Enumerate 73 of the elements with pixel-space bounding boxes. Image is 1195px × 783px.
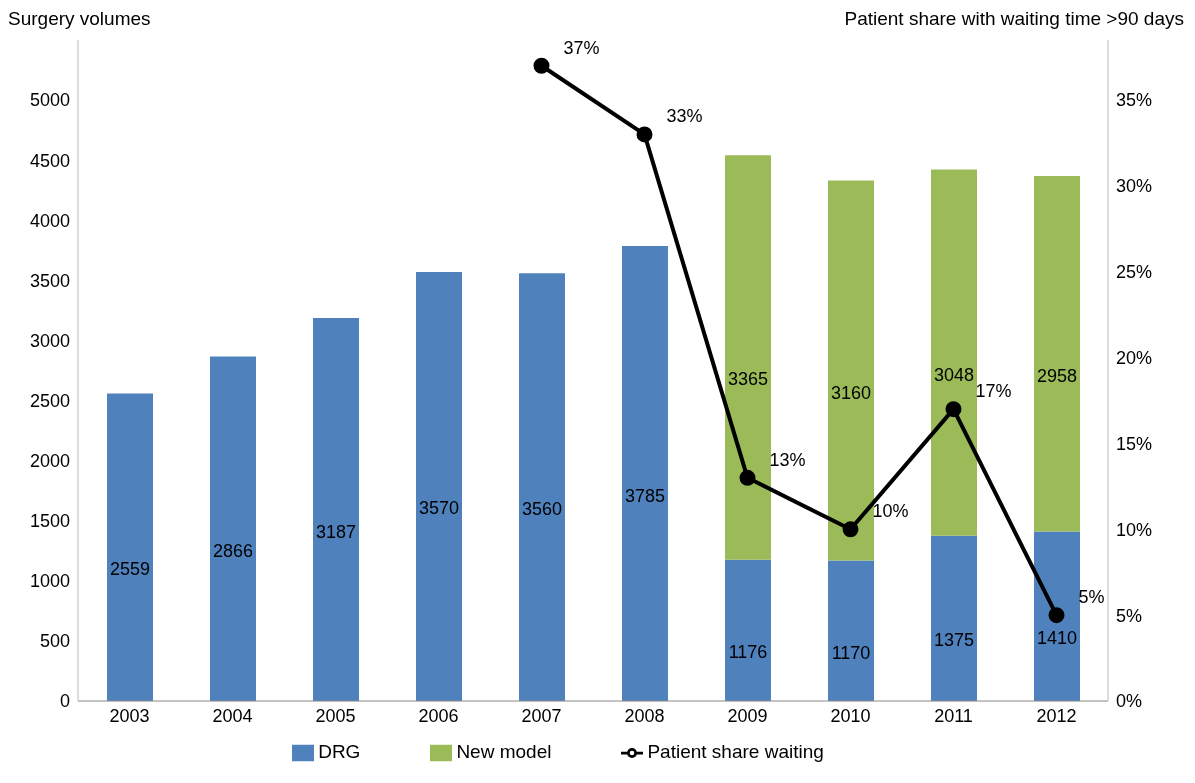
x-tick-label: 2003 <box>109 705 150 726</box>
bar <box>313 317 359 702</box>
data-label: 3785 <box>624 485 666 506</box>
y2-tick-label: 15% <box>1116 433 1153 454</box>
y-tick-label: 4500 <box>29 150 70 171</box>
x-tick-label: 2004 <box>212 705 253 726</box>
x-tick-label: 2012 <box>1036 705 1077 726</box>
data-label: 17% <box>975 381 1012 402</box>
bar <box>931 169 977 536</box>
data-label: 2559 <box>109 559 151 580</box>
data-label: 3187 <box>315 521 357 542</box>
data-label: 1375 <box>933 630 975 651</box>
data-label: 33% <box>666 106 703 127</box>
x-tick-label: 2005 <box>315 705 356 726</box>
data-label: 3160 <box>830 382 872 403</box>
y2-tick-label: 25% <box>1116 262 1153 283</box>
y-tick-label: 1500 <box>29 511 70 532</box>
legend-label: Patient share waiting <box>647 741 824 763</box>
y2-tick-label: 30% <box>1116 176 1153 197</box>
y-tick-label: 4000 <box>29 210 70 231</box>
bar <box>107 393 153 702</box>
x-tick-label: 2008 <box>624 705 665 726</box>
y2-tick-label: 0% <box>1116 691 1143 712</box>
point <box>945 401 962 418</box>
point <box>636 126 653 143</box>
data-label: 1176 <box>728 642 768 663</box>
y2-tick-label: 10% <box>1116 519 1153 540</box>
bar <box>416 271 462 702</box>
bar <box>1034 531 1080 702</box>
y-tick-label: 2000 <box>29 451 70 472</box>
y-tick-label: 3000 <box>29 330 70 351</box>
data-label: 2866 <box>212 540 254 561</box>
point <box>842 521 859 538</box>
bar <box>725 155 771 560</box>
y-tick-label: 3500 <box>29 270 70 291</box>
x-tick-label: 2011 <box>934 705 973 726</box>
data-label: 37% <box>563 37 600 58</box>
bar <box>828 560 874 702</box>
y-tick-label: 2500 <box>29 390 70 411</box>
y-tick-label: 500 <box>39 631 70 652</box>
y2-tick-label: 5% <box>1116 605 1143 626</box>
x-tick-label: 2010 <box>830 705 871 726</box>
y-tick-label: 0 <box>59 691 70 712</box>
bar <box>1034 176 1080 532</box>
data-label: 10% <box>872 501 909 522</box>
bar <box>622 246 668 702</box>
bar <box>519 273 565 702</box>
bar <box>828 180 874 561</box>
data-label: 3048 <box>933 364 975 385</box>
data-label: 3365 <box>727 369 769 390</box>
x-tick-label: 2007 <box>521 705 562 726</box>
y2-axis-title: Patient share with waiting time >90 days <box>844 8 1184 31</box>
bar <box>210 356 256 702</box>
bar <box>725 559 771 702</box>
data-label: 13% <box>769 449 806 470</box>
data-label: 3560 <box>521 499 563 520</box>
x-tick-label: 2006 <box>418 705 459 726</box>
legend-label: DRG <box>318 741 361 763</box>
data-label: 1410 <box>1036 628 1078 649</box>
data-label: 1170 <box>831 642 871 663</box>
y-axis-title: Surgery volumes <box>8 8 151 31</box>
point <box>1048 607 1065 624</box>
y-tick-label: 5000 <box>29 90 70 111</box>
x-tick-label: 2009 <box>727 705 768 726</box>
data-label: 2958 <box>1036 365 1078 386</box>
legend-label: New model <box>456 741 552 763</box>
data-label: 3570 <box>418 498 460 519</box>
point <box>533 57 550 74</box>
y2-tick-label: 20% <box>1116 348 1153 369</box>
y2-tick-label: 35% <box>1116 90 1153 111</box>
point <box>739 469 756 486</box>
y-tick-label: 1000 <box>29 571 70 592</box>
bar <box>931 535 977 702</box>
